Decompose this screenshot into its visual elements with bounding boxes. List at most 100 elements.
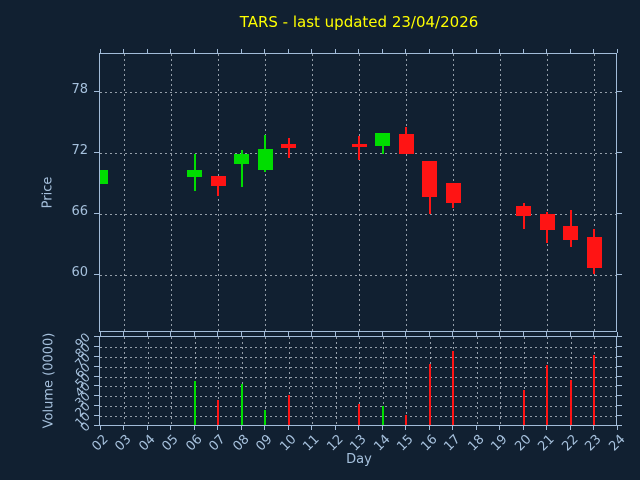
x-tick	[358, 49, 360, 53]
volume-gridline-vertical	[406, 337, 408, 425]
volume-y-tick	[94, 385, 99, 387]
x-tick	[475, 49, 477, 53]
x-tick	[381, 332, 383, 336]
x-tick	[217, 426, 219, 430]
x-tick	[522, 49, 524, 53]
candle	[281, 144, 297, 148]
volume-bar	[452, 350, 455, 425]
volume-bar	[428, 363, 431, 425]
volume-y-tick	[94, 355, 99, 357]
x-tick	[616, 332, 618, 336]
price-gridline-vertical	[500, 54, 502, 331]
price-gridline	[100, 152, 616, 154]
candle-wick	[240, 150, 243, 188]
volume-gridline-vertical	[147, 337, 149, 425]
candle	[516, 205, 532, 216]
x-tick	[522, 332, 524, 336]
volume-bar	[358, 404, 361, 425]
x-tick	[217, 332, 219, 336]
x-tick	[99, 426, 101, 430]
volume-y-tick	[617, 405, 622, 407]
candle	[100, 170, 109, 185]
x-tick	[217, 49, 219, 53]
candle	[445, 182, 461, 204]
price-tick-label: 66	[71, 203, 88, 219]
x-tick	[311, 332, 313, 336]
x-tick	[428, 426, 430, 430]
x-tick	[334, 332, 336, 336]
volume-y-tick	[94, 415, 99, 417]
x-tick	[358, 426, 360, 430]
volume-gridline-vertical	[335, 337, 337, 425]
x-tick	[264, 49, 266, 53]
volume-bar	[264, 410, 267, 425]
volume-gridline	[100, 376, 616, 378]
candle-wick	[358, 136, 361, 160]
x-tick	[593, 49, 595, 53]
x-tick	[146, 49, 148, 53]
price-tick-label: 78	[71, 81, 88, 97]
volume-gridline	[100, 366, 616, 368]
x-tick	[170, 426, 172, 430]
volume-y-tick	[617, 415, 622, 417]
x-tick	[546, 49, 548, 53]
volume-bar	[593, 354, 596, 425]
price-gridline-vertical	[359, 54, 361, 331]
x-tick	[240, 332, 242, 336]
price-gridline-vertical	[171, 54, 173, 331]
volume-y-tick	[94, 425, 99, 426]
price-gridline-vertical	[547, 54, 549, 331]
price-y-tick	[94, 212, 99, 214]
x-tick	[287, 49, 289, 53]
price-panel	[99, 53, 617, 332]
volume-gridline	[100, 416, 616, 418]
x-tick	[569, 49, 571, 53]
x-tick	[499, 426, 501, 430]
x-tick	[616, 426, 618, 430]
x-tick	[287, 332, 289, 336]
volume-y-tick	[94, 336, 99, 337]
x-tick	[170, 49, 172, 53]
price-tick-label: 72	[71, 142, 88, 158]
volume-y-tick	[617, 395, 622, 397]
volume-y-tick	[617, 345, 622, 347]
volume-y-tick	[94, 375, 99, 377]
x-tick	[428, 332, 430, 336]
volume-bar	[217, 400, 220, 425]
volume-gridline-vertical	[218, 337, 220, 425]
volume-bar	[240, 384, 243, 425]
x-tick	[123, 49, 125, 53]
volume-gridline	[100, 406, 616, 408]
volume-y-tick	[617, 385, 622, 387]
volume-gridline-vertical	[500, 337, 502, 425]
volume-gridline-vertical	[288, 337, 290, 425]
x-tick	[99, 332, 101, 336]
x-tick	[381, 49, 383, 53]
volume-gridline-vertical	[312, 337, 314, 425]
x-tick	[146, 332, 148, 336]
x-tick	[569, 332, 571, 336]
x-tick	[99, 49, 101, 53]
x-tick	[287, 426, 289, 430]
volume-gridline-vertical	[523, 337, 525, 425]
candle	[210, 176, 226, 187]
volume-gridline	[100, 346, 616, 348]
x-tick	[452, 426, 454, 430]
x-tick	[405, 426, 407, 430]
price-gridline-vertical	[594, 54, 596, 331]
price-gridline	[100, 274, 616, 276]
x-tick	[616, 49, 618, 53]
x-tick	[240, 49, 242, 53]
price-axis-label: Price	[40, 176, 56, 209]
price-gridline	[100, 213, 616, 215]
price-y-tick	[94, 273, 99, 275]
candle-wick	[287, 138, 290, 159]
x-tick	[452, 332, 454, 336]
candle	[187, 169, 203, 178]
volume-bar	[522, 390, 525, 425]
price-y-tick	[617, 151, 622, 153]
x-tick	[522, 426, 524, 430]
x-tick	[334, 426, 336, 430]
x-tick	[193, 426, 195, 430]
x-tick	[264, 426, 266, 430]
